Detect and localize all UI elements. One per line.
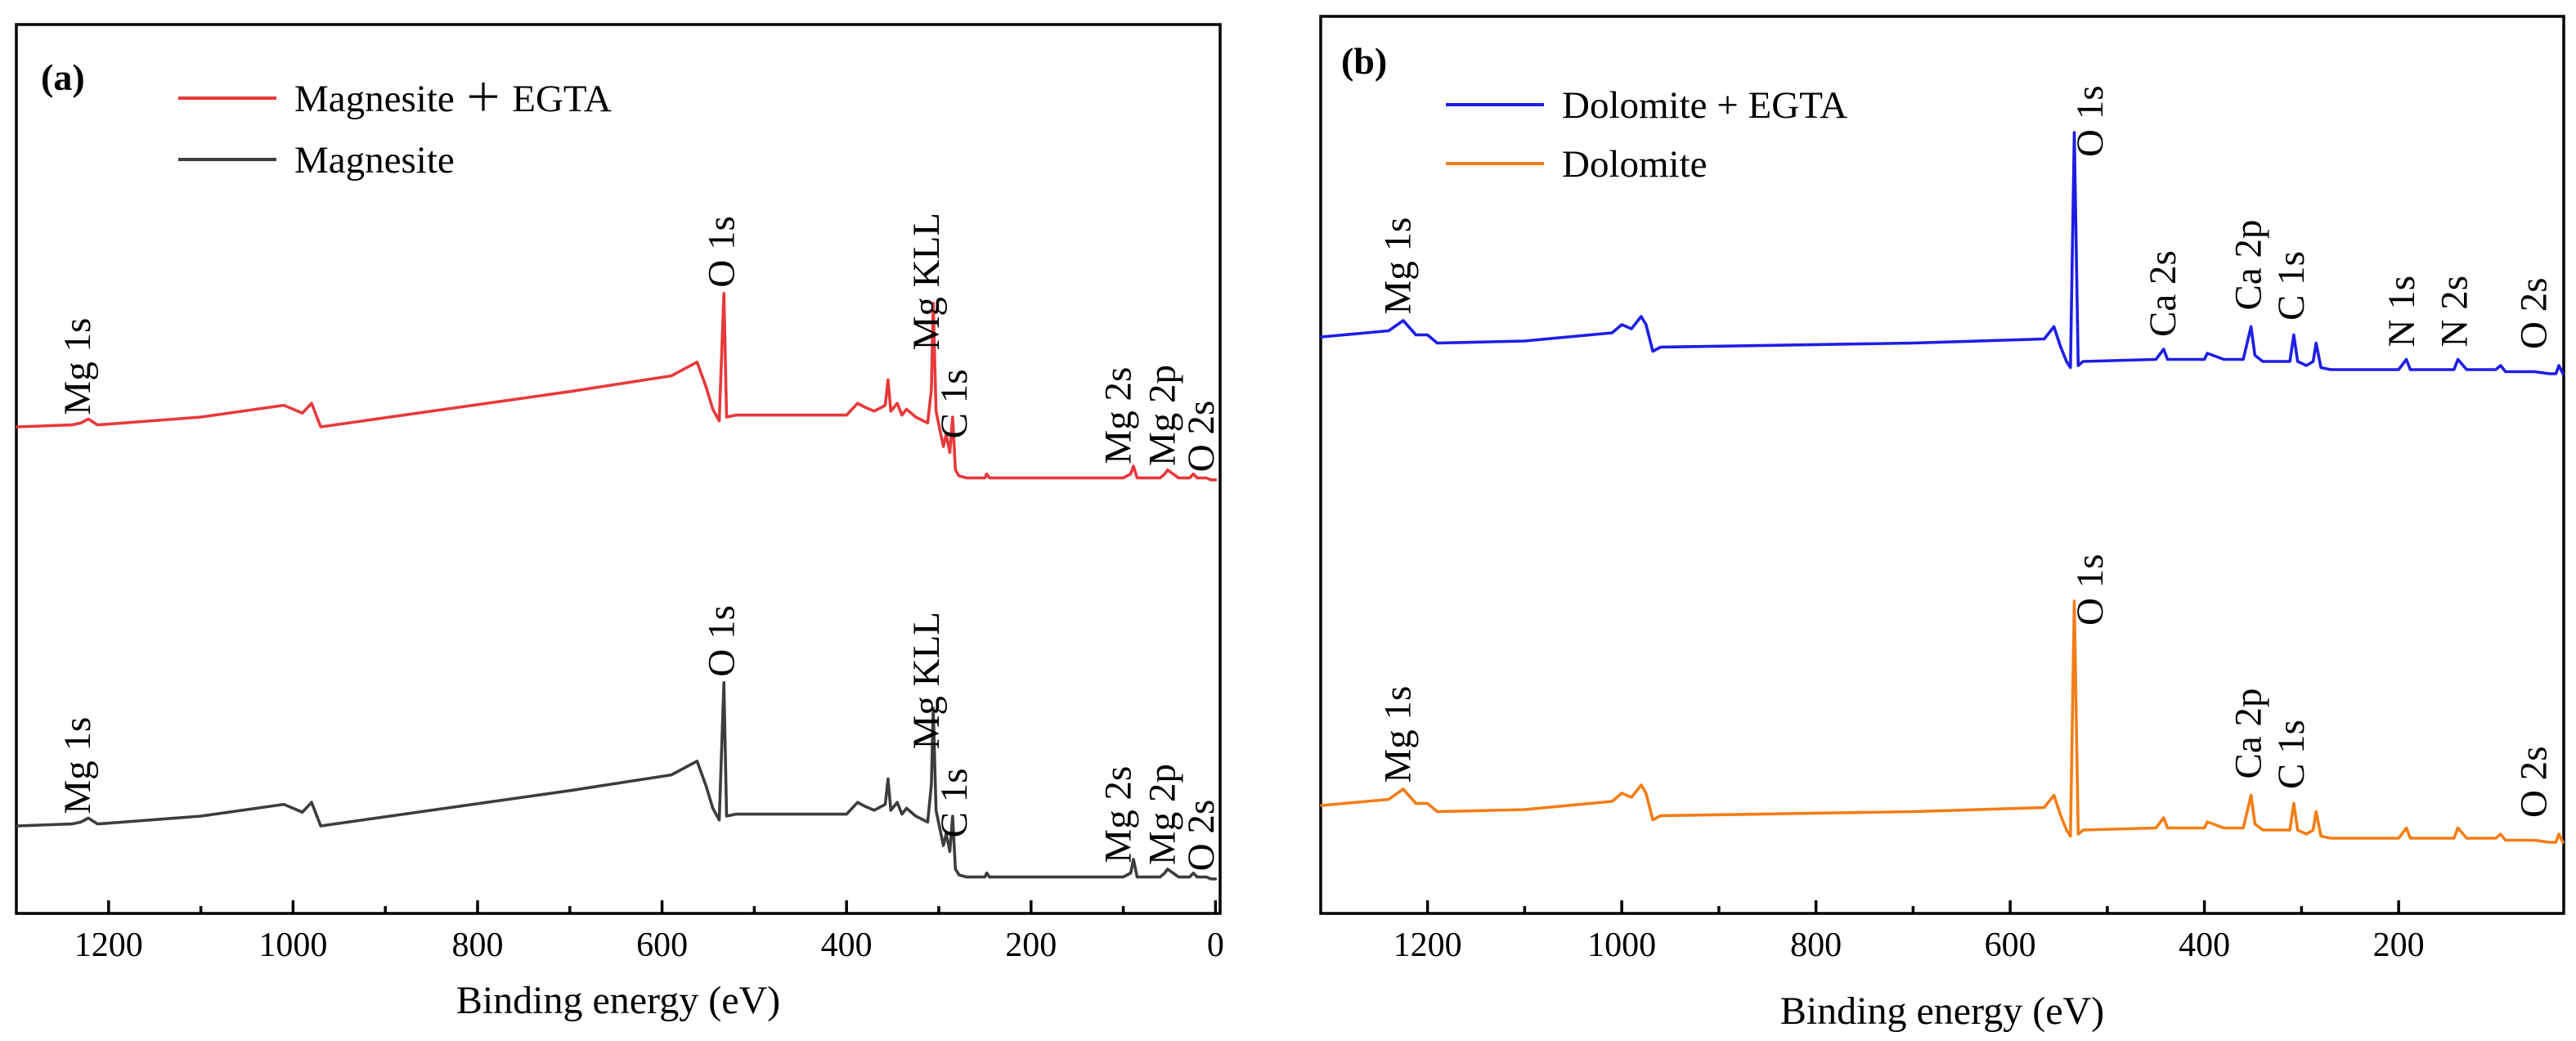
panel-a-peak-label: Mg 2p (1142, 764, 1184, 865)
panel-a-peak-label: O 1s (701, 216, 743, 287)
panel-a-x-axis-label: Binding energy (eV) (456, 979, 780, 1022)
panel-b-peak-label: O 2s (2513, 278, 2556, 349)
panel-a-peak-label: Mg KLL (905, 612, 948, 749)
panel-a-x-tick-label: 0 (1207, 927, 1224, 964)
panel-b-peak-label: C 1s (2270, 720, 2313, 789)
panel-b-peak-label: Ca 2p (2228, 220, 2270, 311)
panel-a-legend: Magnesite ＋ EGTA Magnesite (178, 78, 612, 182)
panel-a-series-layer (16, 291, 1218, 881)
panel-a-peak-label: O 1s (701, 605, 743, 676)
panel-a-peak-label: O 2s (1180, 401, 1223, 472)
panel-b-plot-frame (1319, 15, 2565, 915)
panel-a-series-0-line (16, 291, 1218, 482)
panel-b-x-tick-label: 800 (1790, 927, 1842, 964)
panel-b-x-tick-label: 1000 (1587, 927, 1656, 964)
panel-a-plot-frame (15, 23, 1222, 915)
panel-b-peak-label: N 1s (2381, 276, 2423, 347)
panel-b-series-1-line (1320, 599, 2565, 844)
panel-a-legend-label-0: Magnesite ＋ EGTA (294, 78, 612, 120)
panel-b-peak-label: O 2s (2513, 747, 2556, 818)
panel-a-x-tick-label: 1000 (258, 927, 327, 964)
panel-a-x-tick-label: 600 (636, 927, 688, 964)
panel-b-chart: 1200 1000 800 600 400 200 Mg 1s O 1s Ca 2s Ca 2p… (1319, 15, 2565, 1033)
panel-b-x-ticks: 1200 1000 800 600 400 200 (1393, 900, 2425, 964)
panel-b-peak-label: Ca 2p (2228, 689, 2270, 779)
panel-a-x-tick-label: 200 (1005, 927, 1057, 964)
panel-b-x-tick-label: 600 (1985, 927, 2036, 964)
panel-a-peak-label: C 1s (933, 769, 976, 838)
panel-b-peak-label: N 2s (2433, 276, 2475, 347)
panel-b-label: (b) (1341, 40, 1387, 82)
panel-b-legend-label-0: Dolomite + EGTA (1562, 84, 1847, 127)
panel-a-peak-label: Mg 1s (56, 318, 99, 415)
panel-a-peak-label: Mg 2s (1097, 766, 1140, 864)
panel-a-x-tick-label: 400 (821, 927, 873, 964)
panel-a-peak-label: Mg 2s (1097, 367, 1140, 464)
panel-a-x-tick-label: 800 (451, 927, 503, 964)
panel-b-peak-label: C 1s (2270, 251, 2313, 321)
panel-a-legend-label-1: Magnesite (294, 139, 455, 182)
panel-b-legend: Dolomite + EGTA Dolomite (1446, 84, 1847, 186)
panel-a-peak-label: Mg 1s (56, 717, 99, 814)
panel-a-x-tick-label: 1200 (74, 927, 143, 964)
panel-b-peak-label: O 1s (2069, 86, 2112, 157)
panel-b-x-axis-label: Binding energy (eV) (1780, 989, 2104, 1033)
panel-b-x-tick-label: 200 (2373, 927, 2425, 964)
panel-b-x-tick-label: 400 (2179, 927, 2230, 964)
panel-a-peak-label: O 2s (1180, 800, 1223, 871)
panel-b-peak-label: O 1s (2069, 554, 2112, 626)
panel-a-series-1-line (16, 680, 1218, 881)
panel-b-series-0-line (1320, 131, 2565, 375)
panel-a-label: (a) (41, 56, 85, 98)
panel-a-chart: 1200 1000 800 600 400 200 0 Mg 1s O 1s Mg KLL C 1… (15, 23, 1224, 1022)
panel-a-peak-label: Mg KLL (905, 213, 948, 350)
panel-b-peak-label: Ca 2s (2142, 250, 2184, 337)
panel-a-x-ticks: 1200 1000 800 600 400 200 0 (74, 900, 1224, 964)
panel-b-peak-label: Mg 1s (1376, 686, 1419, 783)
panel-a-peak-label: Mg 2p (1142, 365, 1184, 466)
panel-b-x-tick-label: 1200 (1393, 927, 1462, 964)
panel-b-peak-label: Mg 1s (1376, 218, 1419, 315)
panel-a-peak-label: C 1s (933, 370, 976, 439)
panel-b-series-layer (1320, 131, 2565, 844)
panel-b-legend-label-1: Dolomite (1562, 143, 1708, 186)
